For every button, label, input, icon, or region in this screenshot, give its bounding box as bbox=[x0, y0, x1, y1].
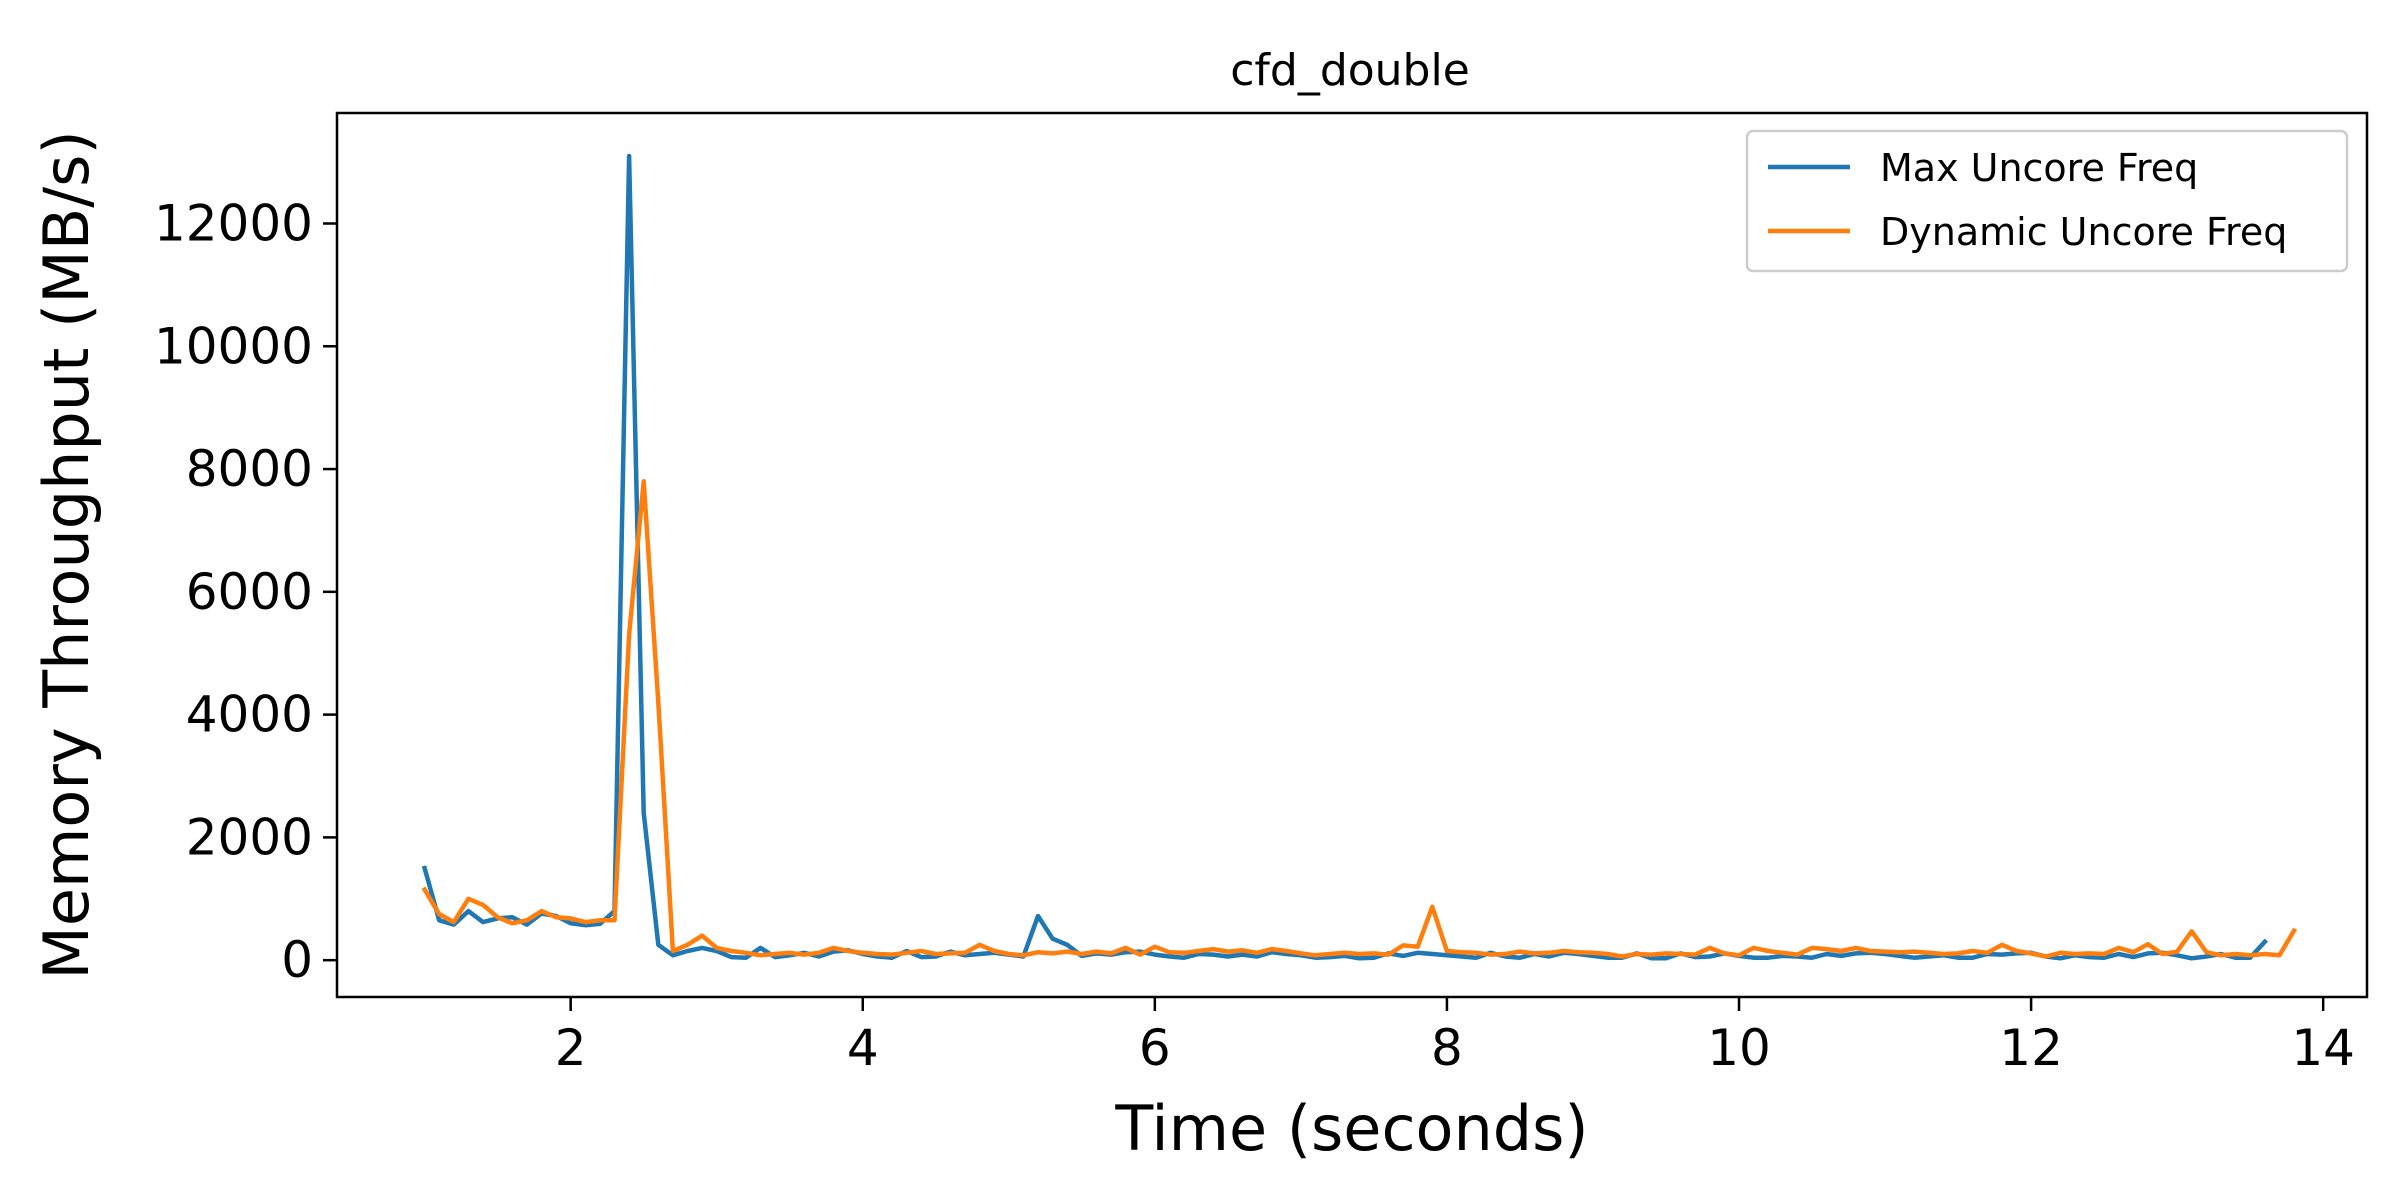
legend-label-dynamic-uncore: Dynamic Uncore Freq bbox=[1880, 210, 2287, 254]
y-axis-label: Memory Throughput (MB/s) bbox=[30, 130, 103, 979]
y-tick-label-4: 8000 bbox=[186, 440, 313, 498]
legend-label-max-uncore: Max Uncore Freq bbox=[1880, 146, 2198, 190]
x-axis-label: Time (seconds) bbox=[1114, 1092, 1588, 1165]
series-line-1 bbox=[421, 479, 2298, 959]
x-tick-label-4: 10 bbox=[1707, 1019, 1771, 1077]
x-tick-label-2: 6 bbox=[1139, 1019, 1171, 1077]
y-tick-label-3: 6000 bbox=[186, 563, 313, 621]
y-axis: 0 2000 4000 6000 8000 10000 12000 bbox=[154, 195, 337, 989]
x-tick-label-3: 8 bbox=[1431, 1019, 1463, 1077]
x-tick-label-0: 2 bbox=[555, 1019, 587, 1077]
series-layer bbox=[421, 153, 2298, 961]
y-tick-label-2: 4000 bbox=[186, 686, 313, 744]
y-tick-label-6: 12000 bbox=[154, 195, 313, 253]
legend-box bbox=[1745, 129, 2349, 273]
y-tick-label-1: 2000 bbox=[186, 808, 313, 866]
y-tick-label-0: 0 bbox=[281, 931, 313, 989]
y-tick-label-5: 10000 bbox=[154, 317, 313, 375]
x-axis: 2 4 6 8 10 12 14 bbox=[555, 997, 2355, 1077]
x-tick-label-1: 4 bbox=[847, 1019, 879, 1077]
plot-frame bbox=[335, 111, 2369, 999]
series-line-0 bbox=[421, 153, 2268, 961]
legend: Max Uncore Freq Dynamic Uncore Freq bbox=[1745, 129, 2349, 273]
chart-title: cfd_double bbox=[1230, 45, 1470, 96]
x-tick-label-5: 12 bbox=[1999, 1019, 2063, 1077]
x-tick-label-6: 14 bbox=[2291, 1019, 2355, 1077]
